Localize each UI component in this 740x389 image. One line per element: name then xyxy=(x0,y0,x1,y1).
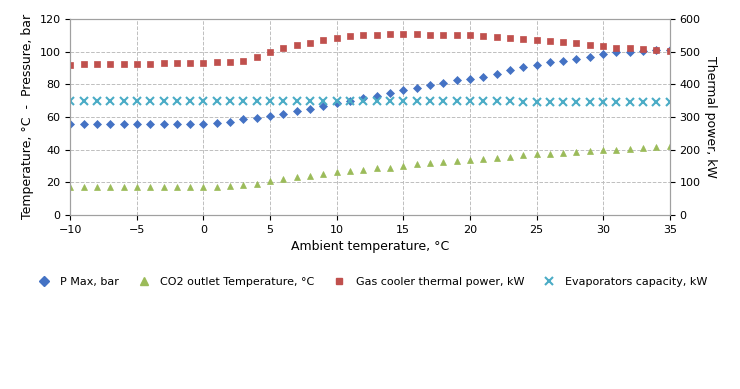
Legend: P Max, bar, CO2 outlet Temperature, °C, Gas cooler thermal power, kW, Evaporator: P Max, bar, CO2 outlet Temperature, °C, … xyxy=(28,273,712,292)
Y-axis label: Temperature, °C  -  Pressure, bar: Temperature, °C - Pressure, bar xyxy=(21,14,34,219)
Y-axis label: Thermal power, kW: Thermal power, kW xyxy=(704,56,717,178)
X-axis label: Ambient temperature, °C: Ambient temperature, °C xyxy=(291,240,449,253)
